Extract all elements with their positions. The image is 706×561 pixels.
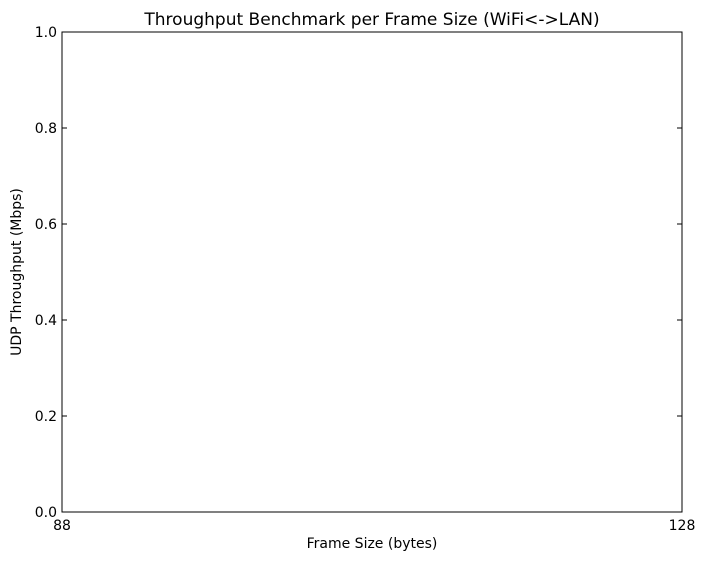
x-axis-label: Frame Size (bytes) bbox=[307, 536, 438, 552]
y-tick-label: 0.4 bbox=[35, 313, 57, 329]
x-axis-ticks: 88 128 bbox=[53, 32, 695, 534]
y-tick-label: 1.0 bbox=[35, 25, 57, 41]
y-tick-label: 0.2 bbox=[35, 409, 57, 425]
x-tick-label: 128 bbox=[669, 518, 696, 534]
y-axis-ticks: 0.0 0.2 0.4 0.6 0.8 1.0 bbox=[35, 25, 682, 521]
x-tick-label: 88 bbox=[53, 518, 71, 534]
plot-area bbox=[61, 31, 683, 513]
y-tick-label: 0.6 bbox=[35, 217, 57, 233]
y-axis-label: UDP Throughput (Mbps) bbox=[9, 188, 25, 356]
chart-title: Throughput Benchmark per Frame Size (WiF… bbox=[143, 10, 599, 30]
y-tick-label: 0.0 bbox=[35, 505, 57, 521]
y-tick-label: 0.8 bbox=[35, 121, 57, 137]
